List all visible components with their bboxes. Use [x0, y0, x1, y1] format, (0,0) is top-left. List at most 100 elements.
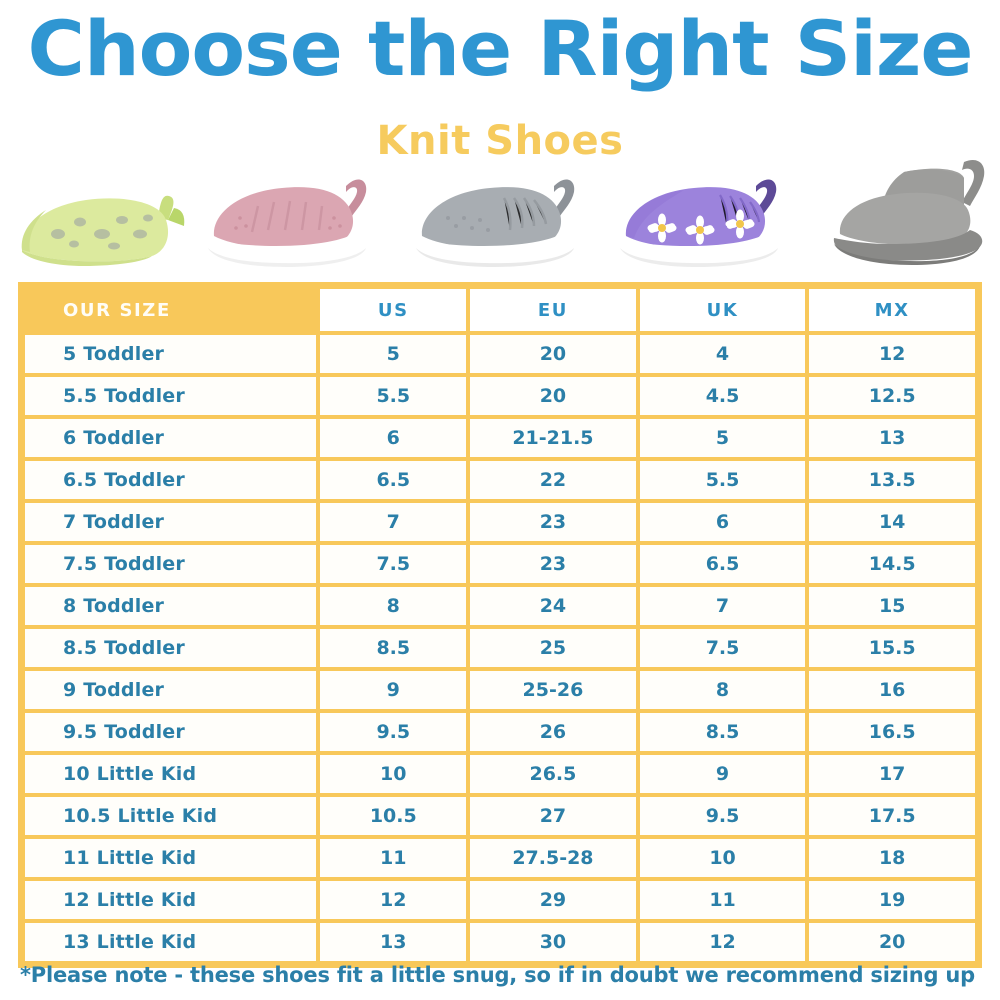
size-cell: 10 Little Kid [25, 755, 317, 793]
table-row: 6 Toddler 6 21-21.5 5 13 [23, 417, 977, 459]
us-cell: 9.5 [320, 713, 467, 751]
column-header-mx: MX [809, 289, 975, 331]
mx-cell: 13 [809, 419, 975, 457]
column-header-us: US [320, 289, 467, 331]
us-cell: 7 [320, 503, 467, 541]
size-cell: 11 Little Kid [25, 839, 317, 877]
mx-cell: 14.5 [809, 545, 975, 583]
us-cell: 7.5 [320, 545, 467, 583]
us-cell: 9 [320, 671, 467, 709]
eu-cell: 21-21.5 [470, 419, 636, 457]
mx-cell: 18 [809, 839, 975, 877]
pink-knit-shoe-image [196, 170, 384, 270]
size-cell: 9 Toddler [25, 671, 317, 709]
eu-cell: 26.5 [470, 755, 636, 793]
uk-cell: 4 [639, 335, 806, 373]
product-image-strip [0, 159, 1000, 278]
mx-cell: 17 [809, 755, 975, 793]
size-cell: 10.5 Little Kid [25, 797, 317, 835]
column-header-uk: UK [639, 289, 806, 331]
uk-cell: 7 [639, 587, 806, 625]
size-cell: 5.5 Toddler [25, 377, 317, 415]
uk-cell: 10 [639, 839, 806, 877]
table-row: 11 Little Kid 11 27.5-28 10 18 [23, 837, 977, 879]
table-row: 10 Little Kid 10 26.5 9 17 [23, 753, 977, 795]
table-row: 12 Little Kid 12 29 11 19 [23, 879, 977, 921]
mx-cell: 17.5 [809, 797, 975, 835]
lime-leopard-knit-shoe-image [14, 178, 190, 270]
mx-cell: 13.5 [809, 461, 975, 499]
table-body: 5 Toddler 5 20 4 12 5.5 Toddler 5.5 20 4.5 12.5 6 … [23, 333, 977, 963]
size-cell: 9.5 Toddler [25, 713, 317, 751]
size-cell: 7 Toddler [25, 503, 317, 541]
table-row: 13 Little Kid 13 30 12 20 [23, 921, 977, 963]
column-header-eu: EU [470, 289, 636, 331]
table-header-row: OUR SIZE US EU UK MX [23, 287, 977, 333]
uk-cell: 9 [639, 755, 806, 793]
us-cell: 10.5 [320, 797, 467, 835]
uk-cell: 5.5 [639, 461, 806, 499]
us-cell: 6.5 [320, 461, 467, 499]
us-cell: 10 [320, 755, 467, 793]
mx-cell: 15.5 [809, 629, 975, 667]
mx-cell: 14 [809, 503, 975, 541]
eu-cell: 23 [470, 545, 636, 583]
table-row: 8.5 Toddler 8.5 25 7.5 15.5 [23, 627, 977, 669]
mx-cell: 12 [809, 335, 975, 373]
uk-cell: 8 [639, 671, 806, 709]
size-cell: 12 Little Kid [25, 881, 317, 919]
mx-cell: 16 [809, 671, 975, 709]
eu-cell: 26 [470, 713, 636, 751]
eu-cell: 23 [470, 503, 636, 541]
gray-knit-shoe-image [404, 170, 592, 270]
mx-cell: 15 [809, 587, 975, 625]
gray-high-top-knit-shoe-image [826, 152, 992, 270]
uk-cell: 6 [639, 503, 806, 541]
us-cell: 6 [320, 419, 467, 457]
table-row: 5 Toddler 5 20 4 12 [23, 333, 977, 375]
us-cell: 12 [320, 881, 467, 919]
mx-cell: 16.5 [809, 713, 975, 751]
us-cell: 8.5 [320, 629, 467, 667]
size-cell: 6.5 Toddler [25, 461, 317, 499]
uk-cell: 9.5 [639, 797, 806, 835]
uk-cell: 7.5 [639, 629, 806, 667]
page-title: Choose the Right Size [27, 4, 974, 93]
eu-cell: 30 [470, 923, 636, 961]
uk-cell: 4.5 [639, 377, 806, 415]
purple-daisy-knit-shoe-image [608, 170, 796, 270]
table-row: 5.5 Toddler 5.5 20 4.5 12.5 [23, 375, 977, 417]
column-header-our-size: OUR SIZE [25, 289, 317, 331]
us-cell: 8 [320, 587, 467, 625]
mx-cell: 19 [809, 881, 975, 919]
table-row: 7.5 Toddler 7.5 23 6.5 14.5 [23, 543, 977, 585]
eu-cell: 27.5-28 [470, 839, 636, 877]
mx-cell: 20 [809, 923, 975, 961]
us-cell: 5 [320, 335, 467, 373]
size-cell: 7.5 Toddler [25, 545, 317, 583]
table-row: 10.5 Little Kid 10.5 27 9.5 17.5 [23, 795, 977, 837]
footnote-text: *Please note - these shoes fit a little … [20, 963, 976, 987]
table-row: 9 Toddler 9 25-26 8 16 [23, 669, 977, 711]
eu-cell: 29 [470, 881, 636, 919]
eu-cell: 25-26 [470, 671, 636, 709]
table-row: 7 Toddler 7 23 6 14 [23, 501, 977, 543]
uk-cell: 6.5 [639, 545, 806, 583]
size-cell: 5 Toddler [25, 335, 317, 373]
us-cell: 11 [320, 839, 467, 877]
uk-cell: 5 [639, 419, 806, 457]
page-subtitle: Knit Shoes [376, 118, 624, 164]
eu-cell: 20 [470, 377, 636, 415]
eu-cell: 24 [470, 587, 636, 625]
uk-cell: 8.5 [639, 713, 806, 751]
table-row: 6.5 Toddler 6.5 22 5.5 13.5 [23, 459, 977, 501]
size-cell: 6 Toddler [25, 419, 317, 457]
mx-cell: 12.5 [809, 377, 975, 415]
eu-cell: 22 [470, 461, 636, 499]
size-cell: 13 Little Kid [25, 923, 317, 961]
us-cell: 5.5 [320, 377, 467, 415]
eu-cell: 25 [470, 629, 636, 667]
eu-cell: 20 [470, 335, 636, 373]
table-row: 8 Toddler 8 24 7 15 [23, 585, 977, 627]
